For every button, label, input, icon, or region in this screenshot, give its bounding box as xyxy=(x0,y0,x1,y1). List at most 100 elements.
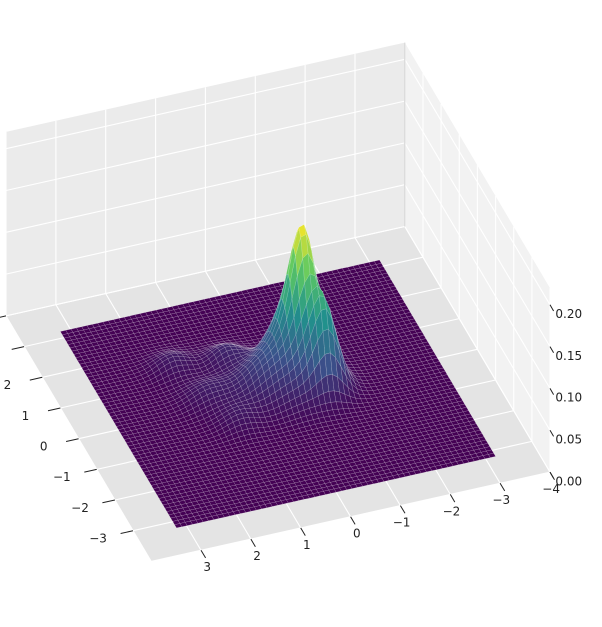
surface-facet xyxy=(149,480,158,486)
surface-facet xyxy=(263,368,272,381)
z-tick-label: 0.05 xyxy=(555,433,582,447)
surface-facet xyxy=(234,371,243,379)
surface-facet xyxy=(264,331,273,344)
surface-facet xyxy=(188,396,197,405)
z-tick-label: 0.10 xyxy=(555,391,582,405)
z-tick-mark xyxy=(549,430,555,437)
gridline xyxy=(404,184,551,431)
surface-facet xyxy=(106,408,115,414)
gridline xyxy=(404,142,551,389)
surface-facet xyxy=(244,354,253,361)
x-tick-mark xyxy=(120,530,134,534)
surface-facet xyxy=(89,379,98,385)
x-tick-label: 2 xyxy=(4,378,12,392)
surface-facet xyxy=(238,377,247,387)
surface-facet xyxy=(210,358,219,367)
x-tick-label: 0 xyxy=(40,440,48,454)
x-tick-mark xyxy=(11,346,25,350)
z-tick-mark xyxy=(549,388,555,395)
x-tick-mark xyxy=(84,468,97,473)
y-tick-mark xyxy=(200,550,207,559)
z-tick-mark xyxy=(549,346,555,354)
z-tick-mark xyxy=(549,304,555,312)
x-tick-mark xyxy=(102,499,116,504)
y-tick-label: 0 xyxy=(353,527,361,541)
gridline xyxy=(5,184,405,275)
surface-facet xyxy=(120,431,129,437)
surface-plot xyxy=(60,224,496,529)
surface-facet xyxy=(223,413,232,422)
surface-facet xyxy=(260,380,269,393)
surface-facet xyxy=(276,367,285,381)
surface-facet xyxy=(129,447,138,453)
z-tick-label: 0.20 xyxy=(555,307,582,321)
surface-facet xyxy=(221,350,229,360)
x-tick-label: −2 xyxy=(71,501,89,515)
y-tick-label: 1 xyxy=(303,538,311,552)
z-tick-label: 0.00 xyxy=(555,474,582,488)
surface-facet xyxy=(145,474,154,480)
surface-facet xyxy=(265,375,274,389)
gridline xyxy=(5,142,405,233)
z-tick-label: 0.15 xyxy=(555,349,582,363)
y-tick-label: −1 xyxy=(393,516,411,530)
x-tick-mark xyxy=(0,315,7,318)
y-tick-mark xyxy=(499,482,506,492)
surface-facet xyxy=(217,358,226,368)
gridline xyxy=(404,226,551,473)
x-tick-label: 1 xyxy=(22,409,30,423)
surface-facet xyxy=(269,363,277,377)
y-tick-mark xyxy=(300,527,306,536)
z-tick-mark xyxy=(549,471,555,479)
surface-facet xyxy=(172,519,181,525)
axis-ticks: 3210−1−2−3−443210−1−2−30.000.050.100.150… xyxy=(0,304,582,574)
surface-facet xyxy=(147,360,156,367)
surface-facet xyxy=(277,299,286,327)
surface-facet xyxy=(278,274,287,303)
x-tick-mark xyxy=(29,376,43,381)
gridline xyxy=(5,225,405,317)
surface-facet xyxy=(268,317,276,332)
surface-facet xyxy=(162,503,171,509)
surface-facet xyxy=(253,348,262,357)
y-tick-mark xyxy=(250,538,256,548)
y-tick-label: −4 xyxy=(542,482,560,496)
surface-facet xyxy=(293,227,301,257)
y-tick-label: −2 xyxy=(443,504,461,518)
surface-facet xyxy=(219,347,227,355)
surface-facet xyxy=(197,386,206,394)
surface-facet xyxy=(263,345,271,357)
surface-facet xyxy=(158,365,167,375)
y-tick-label: 2 xyxy=(253,549,261,563)
surface-facet xyxy=(268,337,277,352)
surface-facet xyxy=(204,350,213,357)
y-tick-label: −3 xyxy=(492,493,510,507)
y-tick-label: 3 xyxy=(203,560,211,574)
surface-facet xyxy=(102,402,111,408)
surface-facet xyxy=(257,351,266,362)
y-tick-mark xyxy=(449,494,456,503)
surface-facet xyxy=(282,273,291,308)
surface-facet xyxy=(217,344,226,351)
x-tick-label: −3 xyxy=(89,532,107,546)
surface-facet xyxy=(280,273,289,301)
gridline xyxy=(404,100,551,347)
surface-facet xyxy=(218,417,227,425)
surface-facet xyxy=(245,376,254,388)
x-tick-mark xyxy=(65,438,79,442)
gridline xyxy=(5,58,405,150)
surface-facet xyxy=(221,410,230,418)
surface-facet xyxy=(164,362,172,371)
surface-facet xyxy=(298,224,307,238)
surface-facet xyxy=(174,523,183,529)
surface-facet xyxy=(232,369,241,377)
y-tick-mark xyxy=(399,505,406,514)
gridline xyxy=(404,59,551,306)
y-tick-mark xyxy=(350,516,356,525)
surface-facet xyxy=(279,307,287,335)
x-tick-mark xyxy=(47,407,61,412)
surface-facet xyxy=(170,516,179,522)
gridline xyxy=(5,100,405,192)
surface-facet xyxy=(149,362,158,370)
